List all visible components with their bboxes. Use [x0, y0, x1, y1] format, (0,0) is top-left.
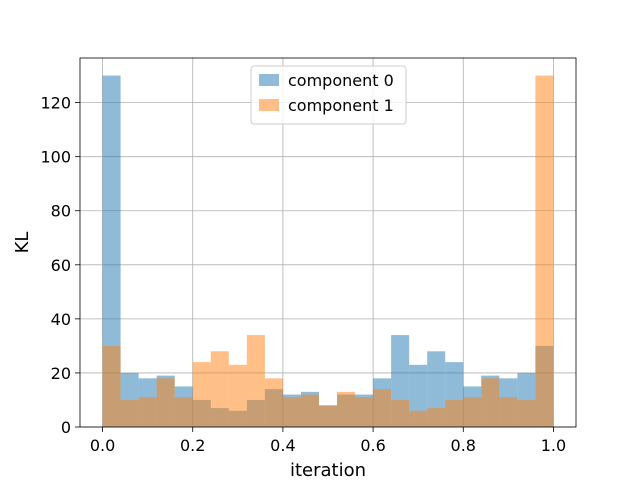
- x-tick-label: 0.8: [451, 436, 476, 455]
- bar-component-1: [337, 391, 356, 427]
- x-axis-label: iteration: [290, 460, 366, 480]
- bar-component-1: [156, 378, 175, 427]
- legend-swatch-component-1: [259, 99, 279, 111]
- bar-component-1: [318, 405, 338, 427]
- bar-component-1: [102, 345, 121, 427]
- y-tick-label: 0: [61, 418, 71, 437]
- x-tick-label: 0.6: [360, 436, 385, 455]
- bar-component-1: [481, 378, 500, 427]
- legend-box: [250, 65, 407, 125]
- bar-component-1: [499, 397, 518, 427]
- x-tick-label: 0.0: [90, 436, 115, 455]
- bar-component-1: [228, 364, 247, 427]
- bar-component-1: [409, 410, 428, 427]
- bar-component-1: [210, 351, 229, 427]
- y-tick-label: 80: [51, 202, 71, 221]
- bar-component-1: [120, 399, 139, 427]
- bar-component-1: [264, 378, 283, 427]
- x-axis-ticks: 0.0 0.2 0.4 0.6 0.8 1.0: [90, 427, 566, 455]
- bar-component-1: [282, 397, 301, 427]
- bar-component-0: [102, 75, 121, 428]
- bar-component-1: [463, 397, 482, 427]
- bar-component-1: [300, 394, 319, 427]
- bar-component-1: [445, 399, 464, 427]
- y-axis-label: KL: [12, 232, 33, 254]
- bar-component-1: [427, 408, 446, 427]
- bar-component-1: [517, 399, 536, 427]
- bars: [102, 75, 554, 428]
- y-tick-label: 120: [40, 94, 71, 113]
- y-tick-label: 60: [51, 256, 71, 275]
- bar-component-1: [246, 335, 265, 427]
- y-tick-label: 100: [40, 148, 71, 167]
- legend: component 0 component 1: [250, 65, 407, 125]
- y-tick-label: 20: [51, 364, 71, 383]
- bar-component-1: [174, 397, 193, 427]
- x-tick-label: 0.2: [180, 436, 205, 455]
- y-axis-ticks: 0 20 40 60 80 100 120: [40, 94, 80, 437]
- bar-component-1: [355, 397, 374, 427]
- y-tick-label: 40: [51, 310, 71, 329]
- bar-component-1: [138, 397, 157, 427]
- bar-component-1: [373, 389, 392, 427]
- plot-frame: [79, 57, 577, 428]
- bar-component-1: [192, 362, 211, 427]
- bar-component-1: [535, 75, 554, 428]
- legend-label-component-1: component 1: [288, 96, 394, 115]
- bar-component-1: [391, 399, 410, 427]
- bar-component-0: [427, 351, 446, 427]
- x-tick-label: 1.0: [541, 436, 566, 455]
- x-tick-label: 0.4: [270, 436, 295, 455]
- legend-swatch-component-0: [259, 74, 279, 86]
- legend-label-component-0: component 0: [288, 71, 394, 90]
